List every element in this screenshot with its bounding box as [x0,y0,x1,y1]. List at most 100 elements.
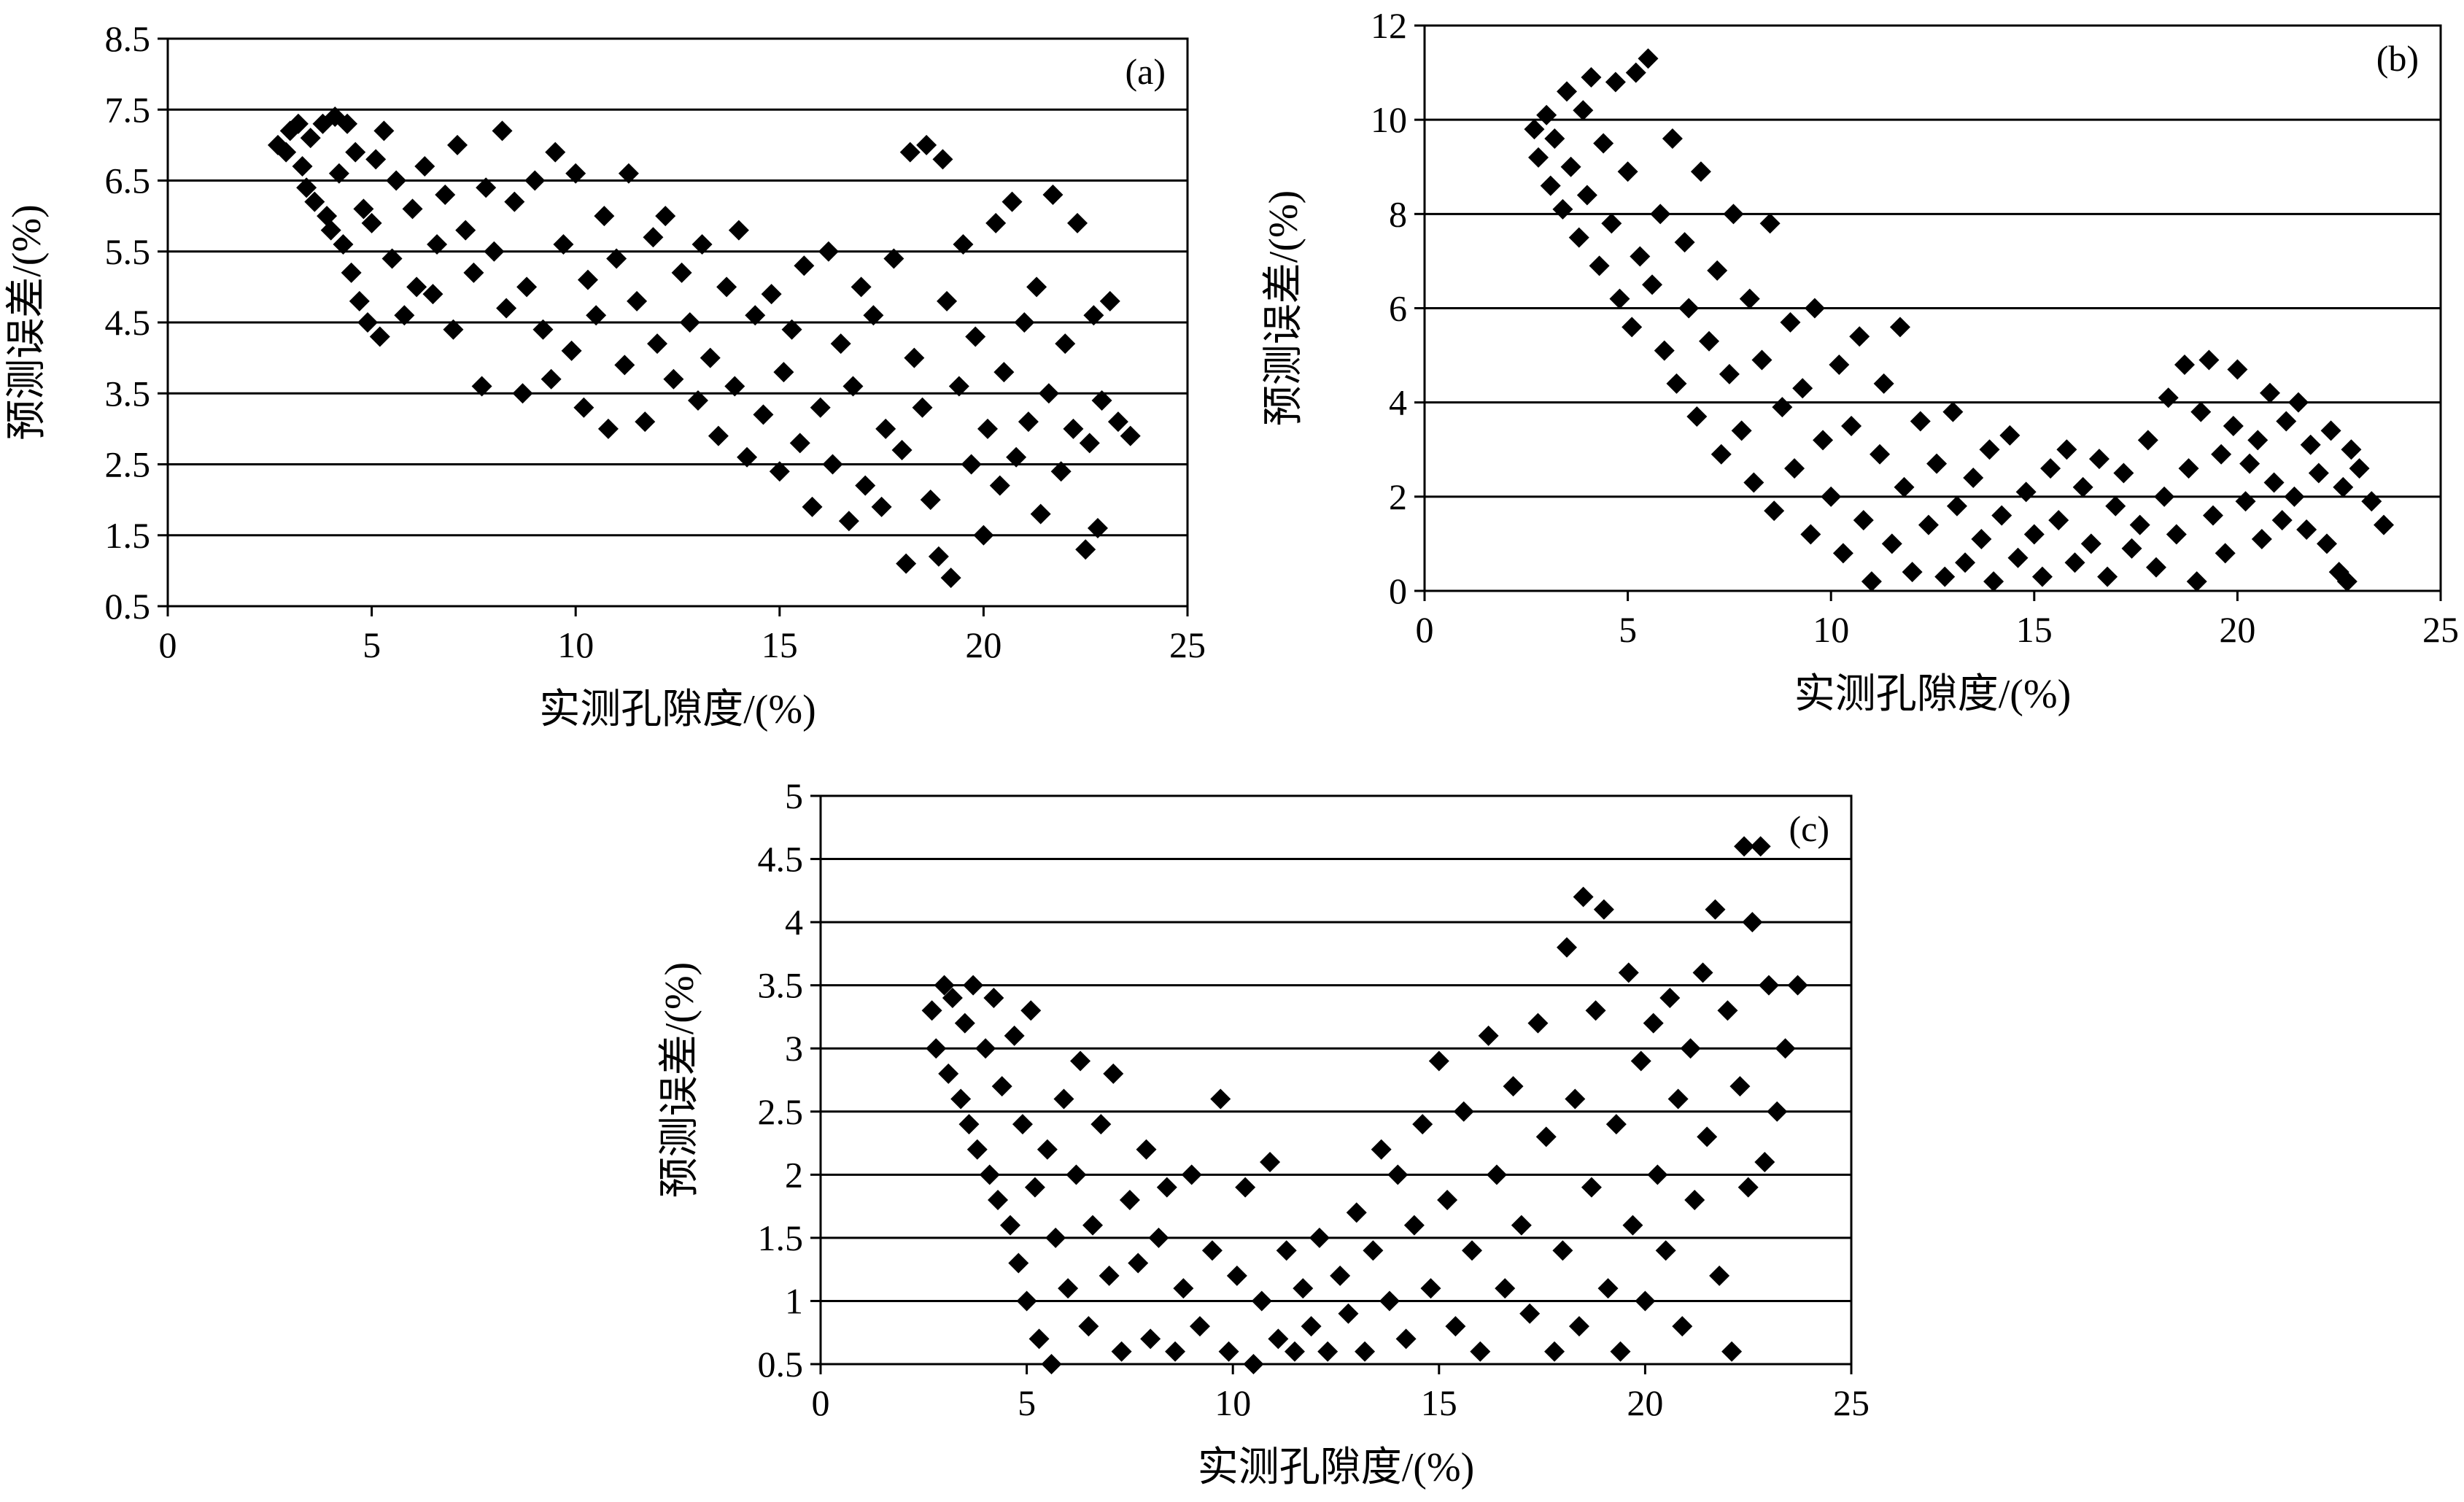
data-point-a-98 [896,553,917,574]
data-point-b-122 [2333,476,2354,498]
data-point-c-40 [1148,1227,1169,1248]
data-point-c-99 [1618,962,1639,983]
data-point-c-16 [1004,1025,1025,1046]
data-point-a-76 [745,305,766,326]
data-point-a-55 [594,206,615,227]
data-point-a-125 [1050,461,1072,482]
data-point-c-77 [1462,1240,1483,1261]
data-point-a-82 [789,433,810,454]
data-point-c-75 [1445,1316,1466,1337]
data-point-a-29 [414,156,435,177]
data-point-b-62 [1910,411,1931,432]
data-point-b-54 [1853,510,1874,531]
data-point-a-27 [402,198,423,220]
data-point-a-105 [932,149,953,170]
panel-label-b: (b) [2376,38,2419,79]
data-point-c-116 [1721,1341,1743,1362]
data-point-a-60 [627,290,648,311]
data-point-a-114 [985,212,1007,233]
data-point-b-26 [1666,373,1687,394]
data-point-c-15 [999,1215,1020,1236]
data-point-b-33 [1711,444,1732,465]
data-point-c-47 [1210,1088,1231,1110]
data-point-c-72 [1420,1278,1441,1299]
data-point-c-8 [963,975,984,996]
data-point-a-24 [381,248,403,269]
data-point-b-86 [2097,566,2118,587]
data-point-a-61 [635,411,656,433]
data-point-a-25 [386,170,407,191]
data-point-a-59 [618,163,639,184]
data-point-b-100 [2198,349,2220,371]
data-point-b-10 [1576,185,1597,206]
data-point-a-33 [443,319,464,340]
data-point-c-80 [1486,1164,1507,1185]
data-point-c-106 [1659,987,1681,1008]
data-point-a-53 [577,269,598,290]
data-point-b-78 [2031,566,2053,587]
data-point-b-109 [2251,528,2272,549]
y-tick-label-c-2: 1.5 [758,1218,804,1258]
data-point-b-74 [1999,425,2021,446]
data-point-c-122 [1754,1152,1775,1173]
data-point-c-64 [1355,1341,1376,1362]
data-point-b-6 [1557,81,1578,102]
data-point-c-103 [1643,1013,1664,1034]
data-point-c-32 [1090,1114,1112,1135]
data-point-b-18 [1622,317,1643,338]
data-point-c-85 [1527,1013,1549,1034]
data-point-b-36 [1731,420,1752,441]
data-point-c-6 [954,1013,975,1034]
data-point-b-111 [2263,472,2285,493]
data-point-a-54 [586,305,607,326]
data-point-c-79 [1478,1025,1499,1046]
data-point-a-67 [679,312,700,333]
data-point-c-20 [1020,1000,1042,1021]
data-point-b-127 [2373,514,2394,535]
data-point-b-19 [1625,62,1646,83]
data-point-a-99 [899,142,921,163]
data-point-a-116 [993,362,1015,383]
x-tick-label-a-3: 15 [762,624,798,665]
data-point-c-102 [1635,1290,1656,1312]
data-point-a-134 [1099,290,1120,311]
data-point-c-61 [1330,1265,1351,1286]
x-tick-label-c-1: 5 [1018,1382,1036,1423]
data-point-a-20 [361,212,382,233]
y-tick-label-a-1: 1.5 [105,515,151,556]
data-point-a-86 [818,241,839,262]
data-point-a-48 [545,142,566,163]
x-axis-title-b: 实测孔隙度/(%) [1794,672,2072,717]
data-point-c-70 [1403,1215,1425,1236]
data-point-c-0 [921,1000,942,1021]
data-point-a-126 [1055,333,1076,355]
data-point-c-82 [1503,1076,1524,1097]
y-tick-label-c-5: 3 [785,1028,803,1069]
data-point-b-44 [1784,458,1805,479]
data-point-b-31 [1699,330,1720,352]
data-point-b-1 [1528,147,1549,168]
data-point-a-19 [357,312,379,333]
data-point-a-73 [724,376,745,397]
data-point-c-101 [1630,1050,1651,1072]
data-point-a-14 [337,113,358,134]
y-tick-label-c-7: 4 [785,902,803,942]
x-tick-label-c-5: 25 [1833,1382,1870,1423]
data-point-a-71 [708,425,729,446]
data-point-a-75 [737,446,758,468]
data-point-b-38 [1743,472,1764,493]
data-point-a-81 [781,319,802,340]
y-tick-label-a-6: 6.5 [105,160,151,201]
data-point-b-39 [1751,349,1773,371]
data-point-b-108 [2247,430,2269,451]
y-tick-label-b-6: 12 [1371,5,1407,46]
data-point-c-52 [1251,1290,1272,1312]
data-point-a-117 [1002,191,1023,212]
data-point-c-14 [991,1076,1012,1097]
data-point-b-93 [2154,486,2175,507]
data-point-c-33 [1099,1265,1120,1286]
x-tick-label-a-1: 5 [363,624,381,665]
y-tick-label-c-8: 4.5 [758,839,804,880]
data-point-c-39 [1140,1328,1161,1350]
data-point-c-117 [1729,1076,1751,1097]
